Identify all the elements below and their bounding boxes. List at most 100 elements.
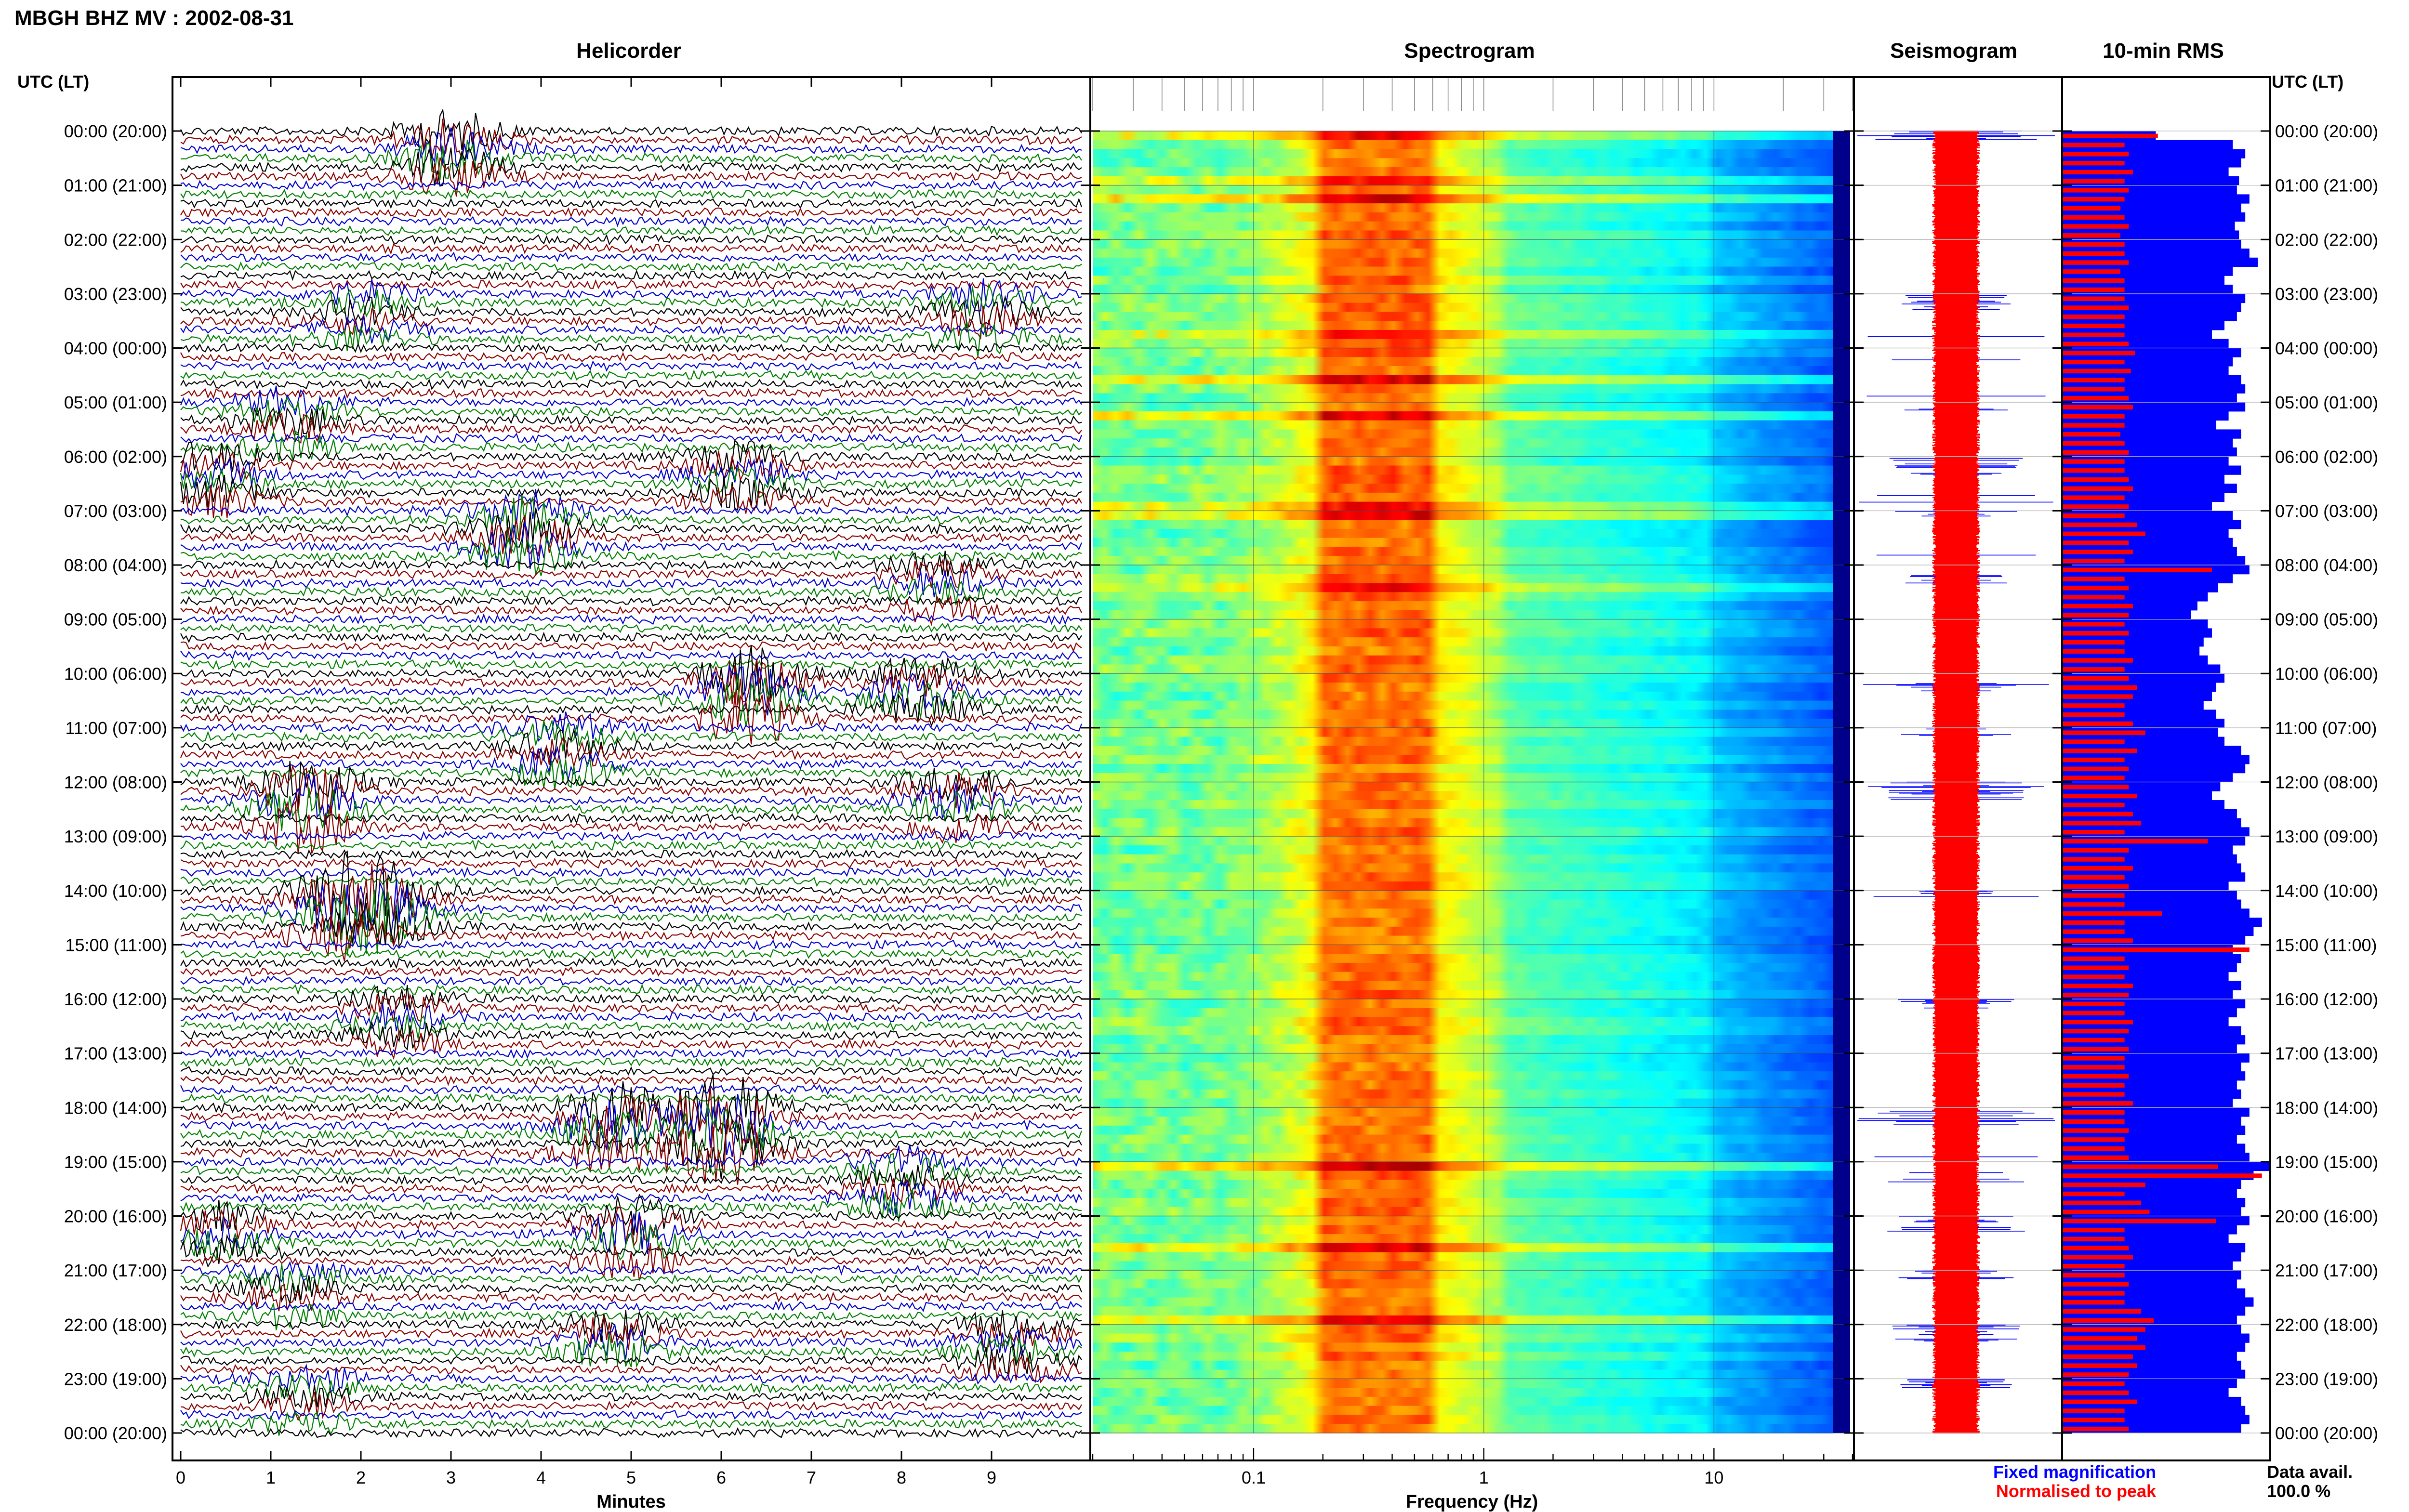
spectrogram-row (1093, 1089, 1833, 1099)
rms-normalised-bar (2062, 1309, 2142, 1314)
time-label-right: 16:00 (12:00) (2275, 989, 2378, 1009)
spectrogram-row (1093, 736, 1833, 747)
rms-normalised-bar (2062, 1236, 2125, 1242)
rms-normalised-bar (2062, 1183, 2145, 1187)
helicorder-trace (180, 1109, 1082, 1180)
spectrogram-row (1093, 945, 1833, 954)
time-label-right: 11:00 (07:00) (2275, 718, 2377, 738)
rms-normalised-bar (2062, 1137, 2125, 1142)
spectrogram-row (1093, 981, 1833, 990)
rms-normalised-bar (2062, 1200, 2142, 1205)
rms-normalised-bar (2062, 594, 2125, 600)
rms-normalised-bar (2062, 802, 2125, 808)
spectrogram-row (1093, 574, 1833, 584)
helicorder-xlabel: Minutes (596, 1492, 666, 1512)
rms-normalised-bar (2062, 1354, 2133, 1359)
spectrogram-row (1093, 131, 1833, 141)
frequency-tick-label: 10 (1704, 1468, 1723, 1487)
helicorder-trace (180, 522, 1083, 569)
spectrogram-row (1093, 1333, 1833, 1343)
spectrogram-row (1093, 1315, 1833, 1325)
rms-normalised-bar (2062, 513, 2125, 518)
time-label-left: 22:00 (18:00) (64, 1315, 167, 1335)
spectrogram-row (1093, 972, 1833, 982)
helicorder-panel: 0 1 2 3 4 5 6 7 8 9 (176, 77, 1083, 1487)
helicorder-trace (180, 551, 1082, 577)
time-label-right: 04:00 (00:00) (2275, 339, 2378, 358)
helicorder-trace (180, 179, 1082, 191)
rms-normalised-bar (2062, 884, 2129, 889)
rms-normalised-bar (2062, 821, 2142, 826)
rms-normalised-bar (2062, 1001, 2125, 1007)
spectrogram-row (1093, 375, 1833, 385)
helicorder-trace (180, 1324, 1082, 1360)
rms-normalised-bar (2062, 622, 2125, 627)
time-label-left: 08:00 (04:00) (64, 555, 167, 575)
helicorder-trace (180, 622, 1082, 634)
spectrogram-title: Spectrogram (1404, 39, 1535, 63)
rms-normalised-bar (2062, 1327, 2145, 1332)
rms-frame (2061, 76, 2271, 1461)
spectrogram-row (1093, 691, 1833, 701)
rms-normalised-bar (2062, 703, 2125, 708)
helicorder-trace (180, 1187, 1082, 1222)
spectrogram-row (1093, 1424, 1833, 1433)
helicorder-trace (181, 939, 1082, 951)
rms-normalised-bar (2062, 902, 2125, 907)
time-label-left: 01:00 (21:00) (64, 176, 167, 196)
helicorder-trace (180, 761, 1082, 807)
rms-normalised-bar (2062, 1227, 2125, 1233)
time-label-right: 02:00 (22:00) (2275, 230, 2378, 250)
rms-normalised-bar (2062, 432, 2120, 437)
helicorder-trace (180, 880, 1083, 941)
rms-normalised-bar (2062, 938, 2133, 943)
seismogram-title: Seismogram (1890, 39, 2017, 63)
helicorder-trace (180, 322, 1082, 357)
spectrogram-row (1093, 1197, 1833, 1208)
rms-normalised-bar (2062, 631, 2129, 636)
spectrogram-row (1093, 276, 1833, 285)
helicorder-trace (180, 1243, 1082, 1281)
helicorder-trace (180, 711, 1083, 742)
helicorder-trace (180, 1384, 1082, 1414)
helicorder-trace (180, 495, 1082, 542)
spectrogram-row (1093, 221, 1833, 231)
helicorder-trace (180, 849, 1082, 860)
helicorder-trace (180, 108, 1082, 151)
spectrogram-row (1093, 908, 1833, 918)
spectrogram-row (1093, 420, 1833, 430)
helicorder-trace (180, 465, 1082, 499)
rms-normalised-bar (2062, 206, 2120, 211)
helicorder-trace (180, 283, 1082, 318)
rms-normalised-bar (2062, 1110, 2125, 1115)
rms-normalised-bar (2062, 712, 2125, 717)
rms-normalised-bar (2062, 1318, 2154, 1323)
spectrogram-row (1093, 1080, 1833, 1090)
time-label-left: 21:00 (17:00) (64, 1261, 167, 1280)
helicorder-trace (180, 261, 1082, 272)
helicorder-trace (180, 360, 1082, 372)
rms-normalised-bar (2062, 160, 2125, 166)
spectrogram-row (1093, 1153, 1833, 1162)
helicorder-trace (180, 342, 1082, 354)
rms-normalised-bar (2062, 504, 2129, 509)
helicorder-trace (180, 369, 1082, 381)
rms-normalised-bar (2062, 1255, 2133, 1260)
rms-normalised-bar (2062, 694, 2133, 699)
time-label-left: 20:00 (16:00) (64, 1207, 167, 1226)
spectrogram-row (1093, 357, 1833, 367)
data-availability-value: 100.0 % (2267, 1481, 2330, 1501)
minute-tick-label: 2 (356, 1468, 366, 1487)
rms-normalised-bar (2062, 387, 2125, 392)
spectrogram-row (1093, 393, 1833, 403)
rms-normalised-bar (2062, 143, 2125, 147)
rms-normalised-bar (2062, 984, 2133, 988)
rms-normalised-bar (2062, 423, 2125, 428)
helicorder-trace (180, 813, 1082, 825)
spectrogram-row (1093, 1342, 1833, 1352)
spectrogram-row (1093, 1279, 1833, 1289)
helicorder-trace (180, 118, 1082, 159)
spectrogram-row (1093, 899, 1833, 909)
rms-normalised-bar (2062, 866, 2133, 871)
helicorder-trace (180, 1029, 1082, 1060)
